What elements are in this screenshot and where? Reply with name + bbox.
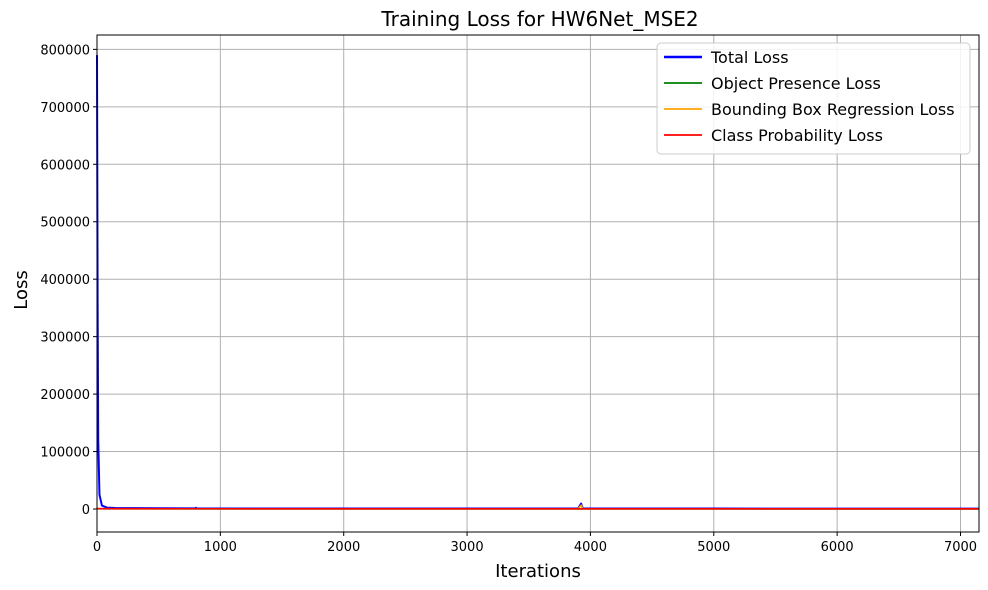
y-tick-label: 600000 — [40, 158, 90, 173]
legend-label: Bounding Box Regression Loss — [711, 100, 955, 119]
legend-label: Total Loss — [710, 48, 789, 67]
legend: Total Loss Object Presence Loss Bounding B… — [656, 42, 971, 155]
x-axis-ticks: 0 1000 2000 3000 4000 5000 6000 7000 — [93, 532, 977, 555]
y-axis-ticks: 0 100000 200000 300000 400000 500000 600000 700… — [40, 43, 97, 518]
legend-label: Object Presence Loss — [711, 74, 881, 93]
x-tick-label: 5000 — [697, 540, 730, 555]
x-axis-label: Iterations — [495, 561, 581, 582]
x-tick-label: 4000 — [574, 540, 607, 555]
y-tick-label: 700000 — [40, 101, 90, 116]
chart-title: Training Loss for HW6Net_MSE2 — [380, 7, 698, 31]
y-tick-label: 400000 — [40, 273, 90, 288]
x-tick-label: 0 — [93, 540, 101, 555]
legend-label: Class Probability Loss — [711, 126, 883, 145]
x-tick-label: 2000 — [327, 540, 360, 555]
y-tick-label: 800000 — [40, 43, 90, 58]
x-tick-label: 3000 — [451, 540, 484, 555]
legend-box — [656, 42, 971, 155]
y-tick-label: 200000 — [40, 388, 90, 403]
y-tick-label: 500000 — [40, 216, 90, 231]
y-tick-label: 100000 — [40, 446, 90, 461]
plot-frame — [96, 34, 980, 533]
x-tick-label: 1000 — [204, 540, 237, 555]
y-tick-label: 300000 — [40, 331, 90, 346]
plot-series — [96, 55, 980, 510]
y-tick-label: 0 — [82, 503, 90, 518]
x-tick-label: 6000 — [821, 540, 854, 555]
y-axis-label: Loss — [11, 270, 32, 309]
x-tick-label: 7000 — [944, 540, 977, 555]
